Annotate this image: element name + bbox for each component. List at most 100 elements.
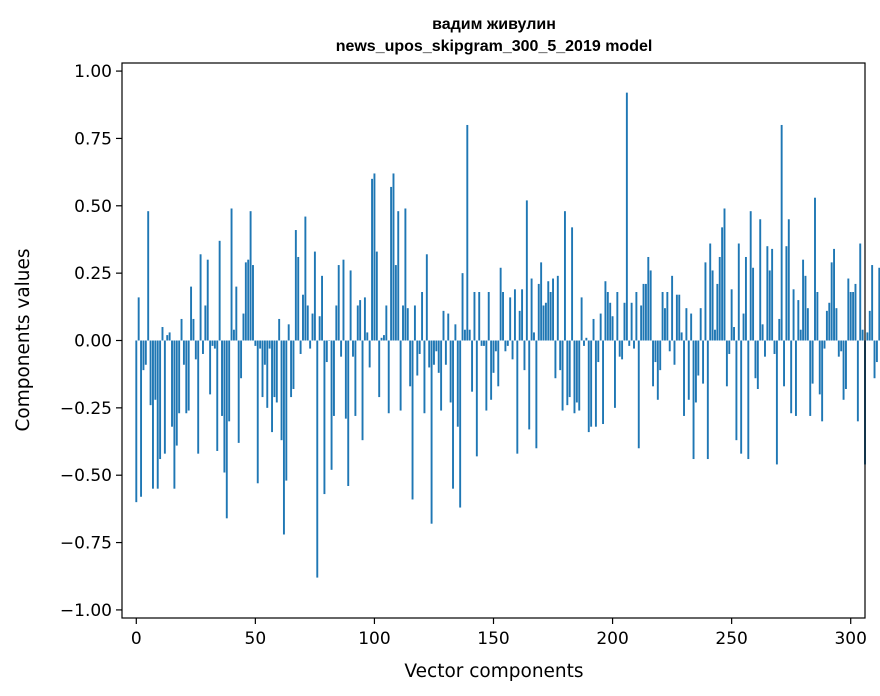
bar-218 (654, 340, 657, 363)
bar-276 (792, 289, 795, 341)
bar-272 (783, 340, 785, 387)
bar-72 (306, 305, 309, 341)
bar-193 (594, 340, 597, 427)
bar-118 (416, 340, 419, 376)
bar-245 (718, 256, 721, 341)
bar-20 (182, 340, 185, 365)
bar-304 (859, 243, 862, 341)
bar-247 (723, 208, 726, 341)
bar-23 (190, 286, 193, 341)
bar-184 (573, 340, 576, 414)
bar-195 (599, 313, 602, 341)
bar-292 (830, 262, 833, 341)
bar-282 (806, 308, 809, 341)
bar-253 (737, 243, 740, 341)
bar-201 (614, 340, 616, 408)
bar-280 (802, 259, 805, 341)
y-tick-label-5: −0.25 (60, 399, 112, 419)
bar-208 (630, 302, 633, 341)
bar-67 (294, 230, 297, 341)
bar-155 (504, 340, 507, 352)
bar-56 (268, 340, 271, 349)
bar-11 (161, 327, 164, 341)
bar-151 (494, 340, 497, 352)
bar-219 (656, 340, 659, 400)
bar-217 (652, 340, 655, 387)
bar-96 (363, 297, 366, 341)
bar-236 (697, 340, 700, 376)
bar-68 (297, 256, 300, 341)
bar-194 (597, 340, 600, 363)
bar-212 (640, 305, 643, 341)
bar-41 (232, 329, 235, 341)
bar-232 (687, 340, 690, 400)
bar-159 (513, 289, 516, 341)
bar-106 (387, 340, 390, 414)
bar-266 (768, 270, 771, 341)
bar-153 (499, 267, 502, 341)
bar-34 (216, 340, 219, 451)
bar-176 (554, 340, 557, 379)
bar-86 (340, 340, 343, 357)
bar-246 (721, 227, 724, 341)
bar-59 (275, 340, 278, 403)
bar-77 (318, 316, 321, 341)
bar-297 (842, 340, 845, 400)
bar-66 (292, 340, 295, 389)
bar-58 (273, 340, 276, 398)
bar-225 (671, 275, 674, 341)
bar-255 (742, 313, 745, 341)
bar-57 (271, 340, 273, 433)
bar-91 (352, 340, 354, 357)
bar-26 (197, 340, 200, 454)
bar-250 (730, 289, 733, 341)
bar-279 (799, 329, 802, 341)
bar-209 (633, 340, 635, 349)
bar-70 (302, 294, 304, 341)
bar-110 (397, 211, 400, 341)
bar-132 (449, 340, 452, 403)
bar-273 (785, 246, 788, 341)
bar-263 (761, 324, 764, 341)
bar-42 (235, 286, 238, 341)
bar-32 (211, 340, 214, 346)
bar-121 (423, 340, 426, 414)
bar-52 (259, 340, 262, 349)
bar-85 (337, 265, 340, 341)
bar-215 (647, 256, 650, 341)
bar-0 (135, 340, 138, 503)
bar-147 (485, 340, 488, 411)
bar-248 (725, 340, 728, 387)
bar-237 (699, 308, 702, 341)
bar-256 (744, 256, 747, 341)
x-tick-label-0: 0 (131, 629, 142, 649)
bar-283 (809, 340, 812, 416)
bar-241 (709, 243, 712, 341)
bar-312 (878, 267, 880, 341)
bar-141 (471, 340, 474, 392)
bar-134 (454, 324, 457, 341)
bar-285 (814, 197, 816, 341)
bar-203 (618, 340, 621, 357)
bar-287 (818, 340, 821, 395)
bar-169 (537, 283, 540, 341)
bar-65 (290, 340, 293, 398)
bar-49 (252, 265, 254, 341)
bar-62 (282, 340, 285, 535)
bar-240 (706, 340, 709, 460)
bar-103 (380, 337, 383, 341)
bar-78 (321, 275, 323, 341)
bar-302 (854, 283, 857, 341)
bar-206 (625, 92, 628, 341)
bar-74 (311, 313, 314, 341)
bar-149 (490, 340, 493, 400)
bar-290 (825, 310, 828, 341)
bar-181 (566, 340, 569, 406)
bar-170 (540, 262, 543, 341)
bar-102 (378, 340, 381, 398)
bar-94 (359, 300, 362, 341)
bar-260 (754, 340, 757, 379)
bar-6 (149, 340, 152, 406)
bar-71 (304, 216, 307, 341)
bar-191 (590, 340, 593, 427)
